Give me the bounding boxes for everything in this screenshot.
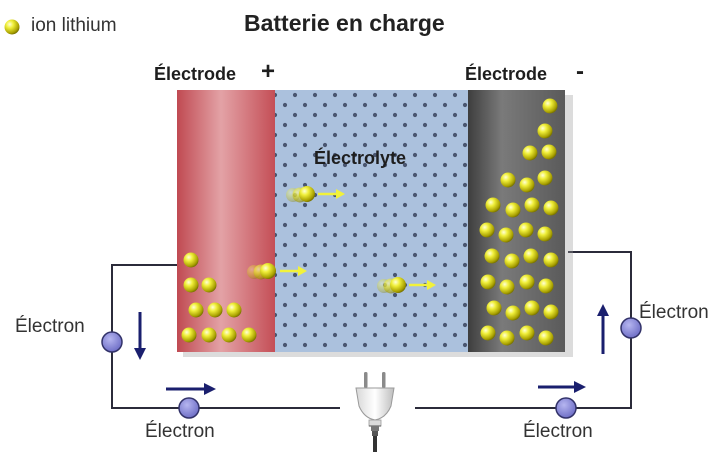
arrow-up-icon bbox=[597, 304, 609, 354]
negative-electrode-ions bbox=[479, 98, 559, 346]
legend-label: ion lithium bbox=[31, 15, 117, 36]
positive-sign: + bbox=[261, 58, 276, 85]
negative-electrode-label: Électrode bbox=[465, 64, 548, 84]
negative-sign: - bbox=[576, 58, 584, 85]
electron-right bbox=[620, 317, 642, 339]
legend-ion-icon bbox=[4, 19, 20, 35]
electron-bottom-right bbox=[555, 397, 577, 419]
diagram-title: Batterie en charge bbox=[244, 10, 445, 36]
electron-left bbox=[101, 331, 123, 353]
positive-electrode-label: Électrode bbox=[154, 64, 237, 84]
electron-label-right: Électron bbox=[639, 302, 709, 323]
moving-ion-1 bbox=[286, 186, 345, 203]
electron-bottom-left bbox=[178, 397, 200, 419]
arrow-right-icon-left bbox=[166, 383, 216, 395]
moving-ion-3 bbox=[377, 277, 436, 294]
arrow-right-icon-right bbox=[538, 381, 586, 393]
electron-label-left: Électron bbox=[15, 316, 85, 337]
electrolyte-label: Électrolyte bbox=[314, 148, 407, 168]
electron-label-bottom-left: Électron bbox=[145, 421, 215, 442]
positive-electrode-ions bbox=[181, 252, 257, 343]
moving-ion-2 bbox=[247, 263, 307, 280]
power-plug-icon bbox=[355, 372, 395, 452]
electrolyte-dots bbox=[275, 90, 468, 352]
arrow-down-icon bbox=[134, 312, 146, 360]
electron-label-bottom-right: Électron bbox=[523, 421, 593, 442]
